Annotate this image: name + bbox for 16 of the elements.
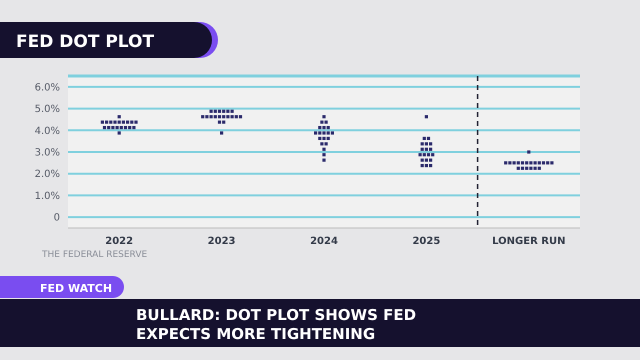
x-tick-label: 2024 <box>310 236 338 247</box>
x-tick-label: LONGER RUN <box>492 236 566 247</box>
chart-title: FED DOT PLOT <box>16 32 154 52</box>
y-tick-label: 2.0% <box>34 169 60 180</box>
x-tick-label: 2023 <box>208 236 236 247</box>
y-tick-label: 6.0% <box>34 82 60 94</box>
x-tick-label: 2022 <box>105 236 134 247</box>
y-tick-label: 1.0% <box>34 190 60 202</box>
y-tick-label: 0 <box>54 212 60 224</box>
text: BULLARD: DOT PLOT SHOWS FED EXPECTS MORE TIGHTENING <box>136 306 416 343</box>
text: FED WATCH <box>40 282 112 295</box>
x-tick-label: 2025 <box>412 236 440 247</box>
y-tick-label: 4.0% <box>34 126 60 137</box>
y-tick-label: 5.0% <box>34 104 60 116</box>
text: THE FEDERAL RESERVE <box>41 250 148 260</box>
y-tick-label: 3.0% <box>34 148 60 158</box>
